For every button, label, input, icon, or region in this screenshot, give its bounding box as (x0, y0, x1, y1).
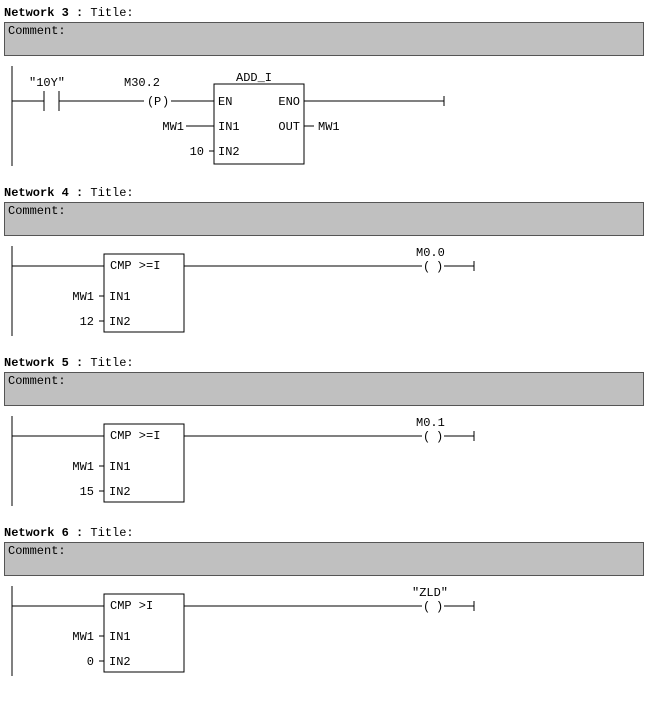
network-title-prefix: Network 3 : (4, 6, 83, 20)
network-6: Network 6 : Title: Comment: CMP >I IN1 M… (4, 526, 666, 686)
block-name: CMP >I (110, 599, 153, 613)
coil-open: ( (423, 430, 430, 444)
block-val-in2: 10 (190, 145, 204, 159)
ladder-rung: "10Y" ( P ) M30.2 ADD_I EN IN1 MW1 IN2 1… (4, 56, 644, 176)
block-val-in1: MW1 (72, 290, 94, 304)
block-val-in1: MW1 (162, 120, 184, 134)
network-title-prefix: Network 5 : (4, 356, 83, 370)
comment-box: Comment: (4, 542, 644, 576)
ladder-rung: CMP >I IN1 MW1 IN2 0 ( ) "ZLD" (4, 576, 644, 686)
comment-label: Comment: (8, 544, 66, 558)
comment-label: Comment: (8, 374, 66, 388)
network-title: Network 5 : Title: (4, 356, 666, 370)
block-pin-en: EN (218, 95, 232, 109)
block-val-in1: MW1 (72, 460, 94, 474)
network-title-label: Title: (90, 186, 133, 200)
block-pin-in1: IN1 (109, 630, 131, 644)
block-name: CMP >=I (110, 429, 160, 443)
coil-close: ) (436, 430, 443, 444)
edge-detect-close: ) (162, 95, 169, 109)
block-pin-eno: ENO (278, 95, 300, 109)
edge-kind: P (154, 95, 161, 109)
ladder-rung: CMP >=I IN1 MW1 IN2 15 ( ) M0.1 (4, 406, 644, 516)
block-val-in2: 12 (80, 315, 94, 329)
block-name: CMP >=I (110, 259, 160, 273)
block-val-in2: 15 (80, 485, 94, 499)
coil-open: ( (423, 600, 430, 614)
network-title: Network 4 : Title: (4, 186, 666, 200)
comment-box: Comment: (4, 202, 644, 236)
edge-label: M30.2 (124, 76, 160, 90)
network-title: Network 6 : Title: (4, 526, 666, 540)
coil-label: "ZLD" (412, 586, 448, 600)
comment-box: Comment: (4, 22, 644, 56)
network-title-label: Title: (90, 6, 133, 20)
block-pin-out: OUT (278, 120, 300, 134)
comment-label: Comment: (8, 24, 66, 38)
network-title-prefix: Network 4 : (4, 186, 83, 200)
coil-close: ) (436, 600, 443, 614)
network-4: Network 4 : Title: Comment: CMP >=I IN1 … (4, 186, 666, 346)
contact-label: "10Y" (29, 76, 65, 90)
network-title-label: Title: (90, 526, 133, 540)
network-title-prefix: Network 6 : (4, 526, 83, 540)
coil-open: ( (423, 260, 430, 274)
block-name: ADD_I (236, 71, 272, 85)
ladder-rung: CMP >=I IN1 MW1 IN2 12 ( ) M0.0 (4, 236, 644, 346)
block-val-in1: MW1 (72, 630, 94, 644)
block-pin-in2: IN2 (109, 655, 131, 669)
block-pin-in2: IN2 (218, 145, 240, 159)
block-pin-in1: IN1 (218, 120, 240, 134)
coil-label: M0.0 (416, 246, 445, 260)
block-pin-in1: IN1 (109, 460, 131, 474)
network-5: Network 5 : Title: Comment: CMP >=I IN1 … (4, 356, 666, 516)
network-3: Network 3 : Title: Comment: "10Y" ( P ) … (4, 6, 666, 176)
coil-label: M0.1 (416, 416, 445, 430)
block-val-in2: 0 (87, 655, 94, 669)
block-val-out: MW1 (318, 120, 340, 134)
coil-close: ) (436, 260, 443, 274)
block-pin-in2: IN2 (109, 315, 131, 329)
network-title-label: Title: (90, 356, 133, 370)
network-title: Network 3 : Title: (4, 6, 666, 20)
comment-box: Comment: (4, 372, 644, 406)
block-pin-in1: IN1 (109, 290, 131, 304)
block-pin-in2: IN2 (109, 485, 131, 499)
comment-label: Comment: (8, 204, 66, 218)
